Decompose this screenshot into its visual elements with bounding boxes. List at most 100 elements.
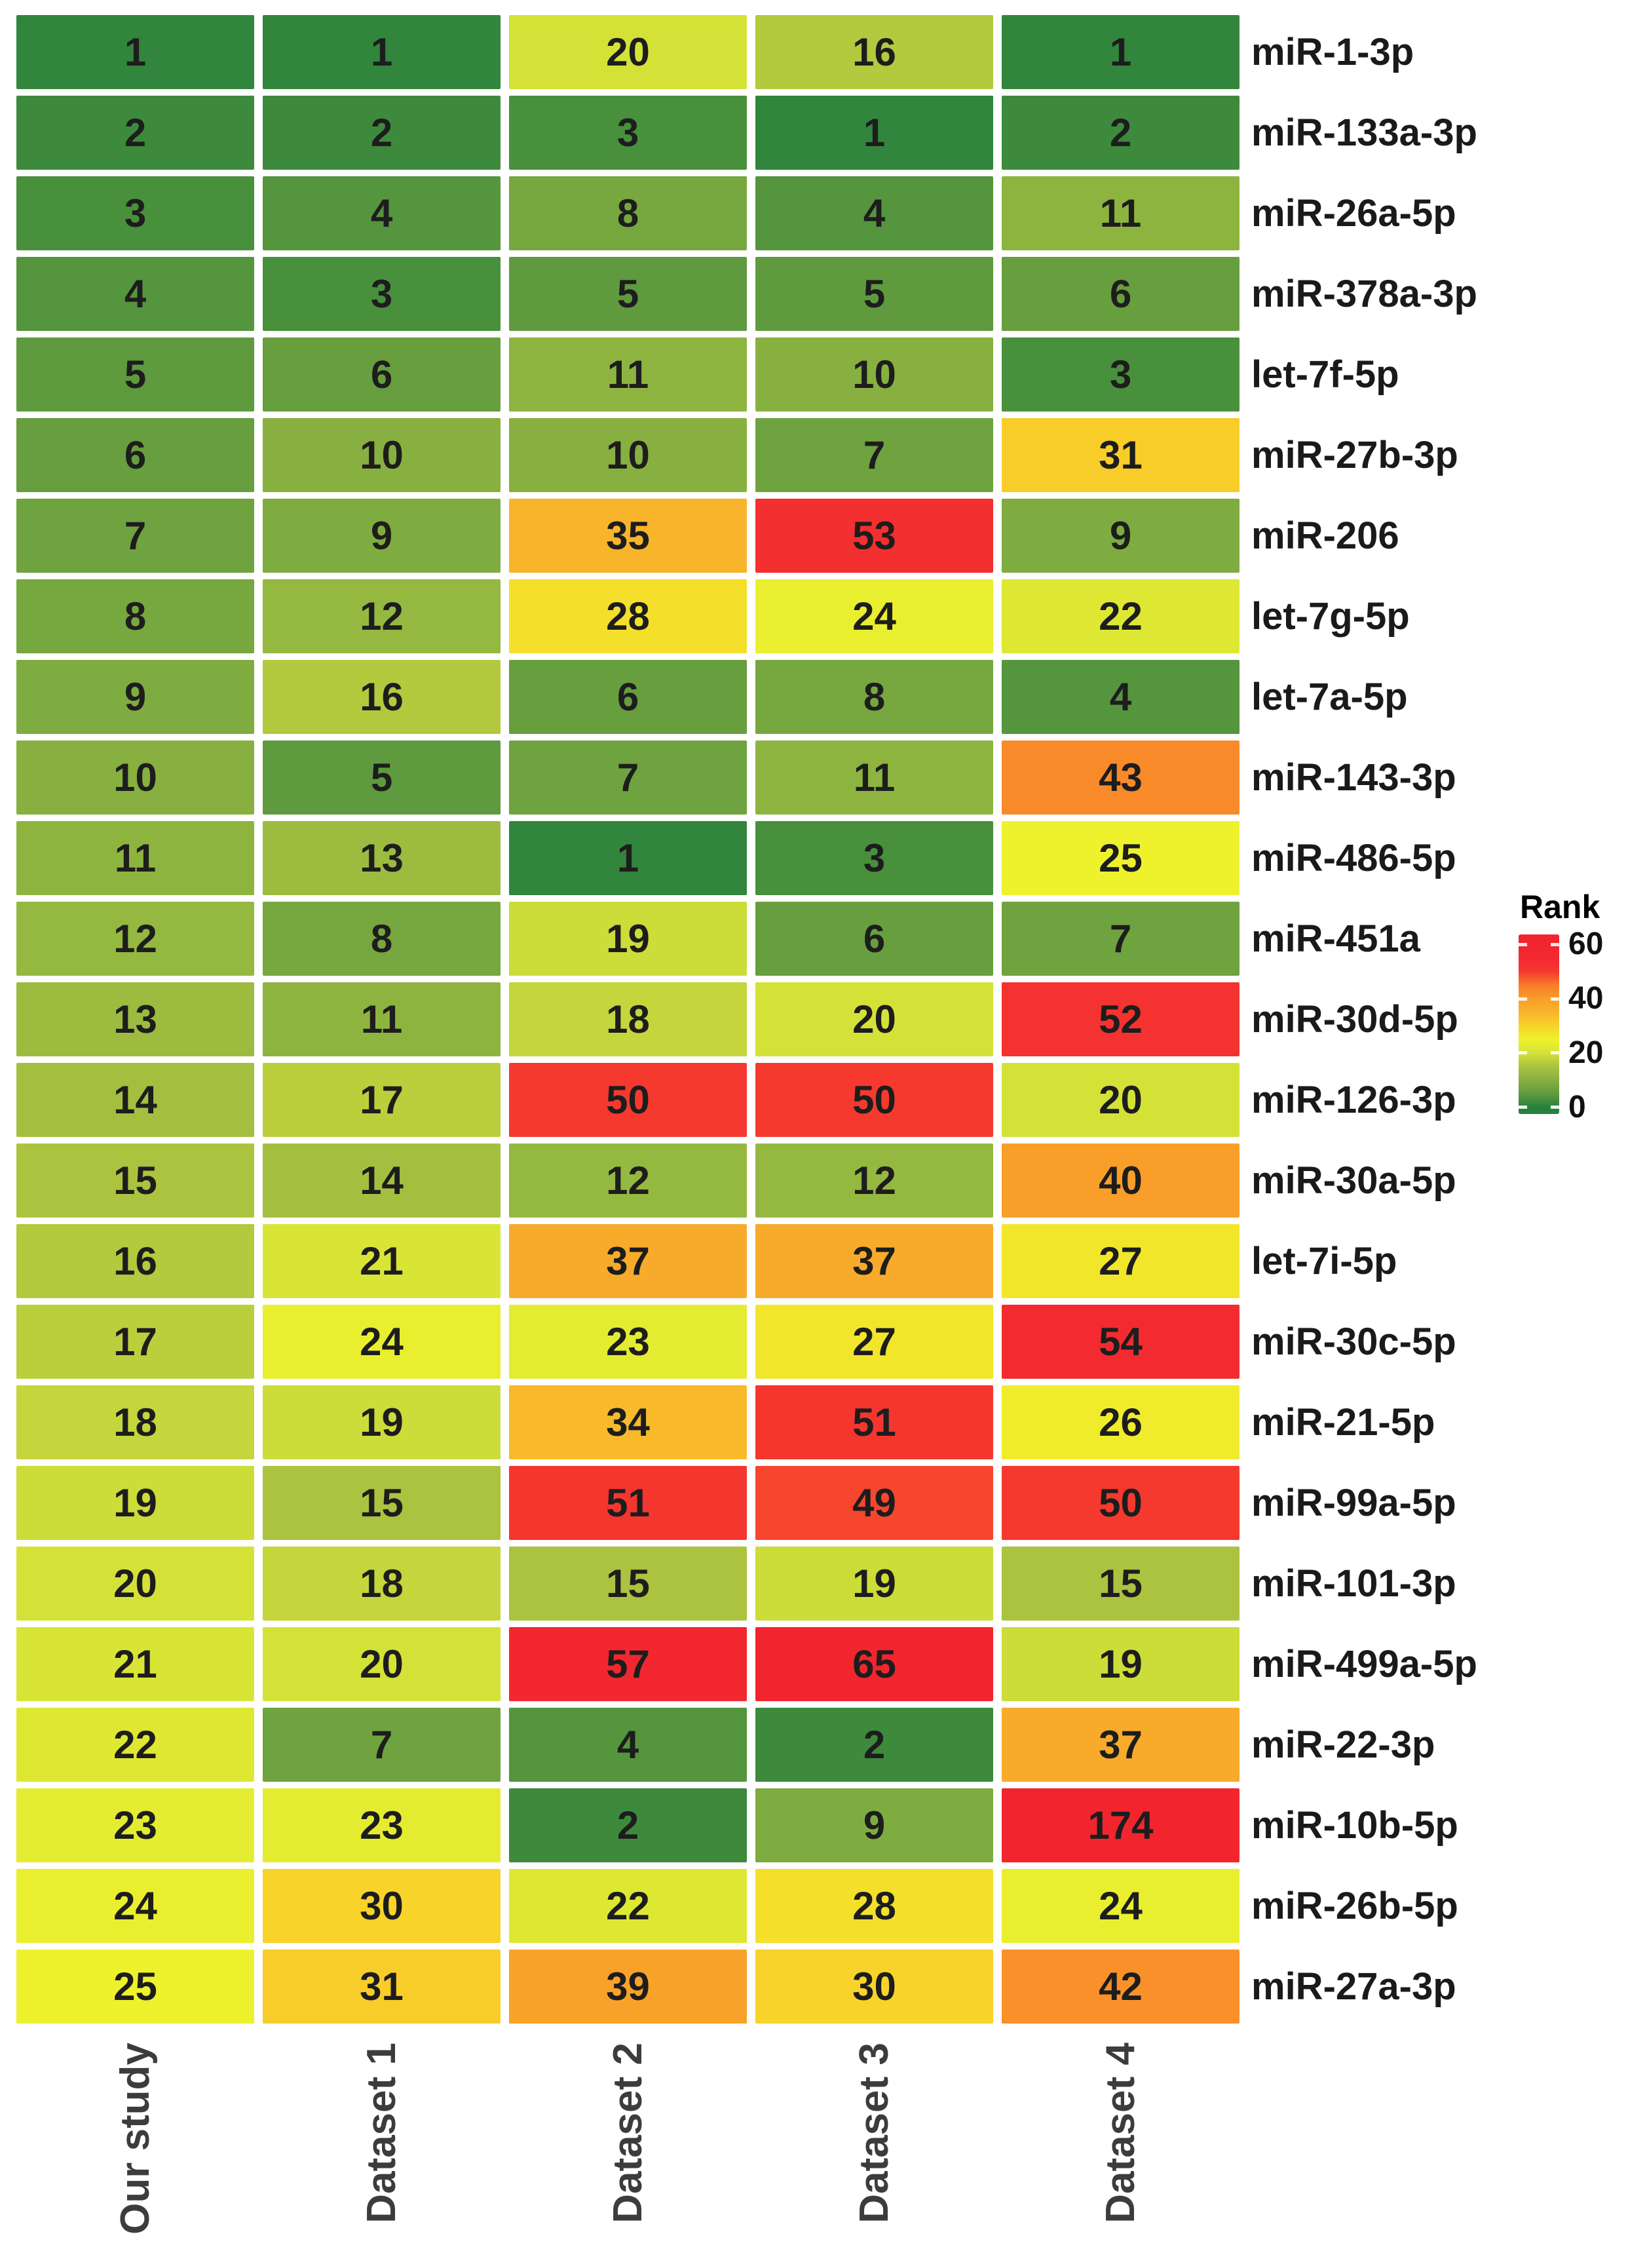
heatmap-cell: 10 bbox=[509, 418, 747, 492]
legend-tick-label: 20 bbox=[1568, 1035, 1604, 1070]
row-label: miR-133a-3p bbox=[1251, 111, 1477, 154]
heatmap-cell: 53 bbox=[755, 499, 993, 573]
heatmap-cell: 13 bbox=[16, 982, 254, 1056]
heatmap-cell: 15 bbox=[1002, 1547, 1240, 1621]
heatmap-cell: 11 bbox=[263, 982, 501, 1056]
heatmap-cell: 12 bbox=[263, 579, 501, 653]
heatmap-cell: 17 bbox=[263, 1063, 501, 1137]
heatmap-cell: 4 bbox=[755, 176, 993, 250]
row-label: miR-378a-3p bbox=[1251, 273, 1477, 315]
heatmap-grid: 1 1 20 16 1 2 2 3 1 2 3 4 8 4 11 4 3 5 5 6 5 6 11 10 3 6 10 10 7 31 7 9… bbox=[16, 15, 1240, 2024]
legend-tick-mark bbox=[1519, 1051, 1527, 1055]
heatmap-cell: 15 bbox=[509, 1547, 747, 1621]
heatmap-cell: 3 bbox=[16, 176, 254, 250]
heatmap-cell: 51 bbox=[755, 1385, 993, 1459]
heatmap-cell: 65 bbox=[755, 1627, 993, 1701]
row-label: miR-22-3p bbox=[1251, 1723, 1435, 1766]
heatmap-cell: 8 bbox=[509, 176, 747, 250]
heatmap-cell: 5 bbox=[755, 257, 993, 331]
heatmap-cell: 20 bbox=[16, 1547, 254, 1621]
heatmap-cell: 20 bbox=[755, 982, 993, 1056]
heatmap-cell: 23 bbox=[16, 1788, 254, 1862]
heatmap-cell: 19 bbox=[16, 1466, 254, 1540]
heatmap-cell: 14 bbox=[16, 1063, 254, 1137]
heatmap-cell: 30 bbox=[755, 1950, 993, 2024]
heatmap-cell: 26 bbox=[1002, 1385, 1240, 1459]
heatmap-cell: 2 bbox=[509, 1788, 747, 1862]
heatmap-cell: 9 bbox=[16, 660, 254, 734]
heatmap-cell: 6 bbox=[509, 660, 747, 734]
heatmap-cell: 37 bbox=[509, 1224, 747, 1298]
heatmap-cell: 7 bbox=[16, 499, 254, 573]
column-label: Our study bbox=[112, 2043, 158, 2235]
row-label: miR-30d-5p bbox=[1251, 998, 1458, 1041]
row-label: miR-26b-5p bbox=[1251, 1885, 1458, 1927]
heatmap-cell: 30 bbox=[263, 1869, 501, 1943]
heatmap-cell: 7 bbox=[755, 418, 993, 492]
row-label: miR-101-3p bbox=[1251, 1562, 1456, 1605]
column-label: Dataset 2 bbox=[605, 2043, 651, 2223]
heatmap-cell: 11 bbox=[509, 337, 747, 412]
legend-tick-label: 60 bbox=[1568, 927, 1604, 962]
heatmap-cell: 57 bbox=[509, 1627, 747, 1701]
heatmap-cell: 18 bbox=[509, 982, 747, 1056]
heatmap-cell: 21 bbox=[263, 1224, 501, 1298]
heatmap-cell: 7 bbox=[509, 740, 747, 815]
heatmap-cell: 8 bbox=[263, 902, 501, 976]
heatmap-cell: 5 bbox=[263, 740, 501, 815]
heatmap-cell: 28 bbox=[509, 579, 747, 653]
heatmap-cell: 17 bbox=[16, 1305, 254, 1379]
heatmap-cell: 9 bbox=[755, 1788, 993, 1862]
row-label: let-7f-5p bbox=[1251, 353, 1399, 396]
heatmap-cell: 24 bbox=[263, 1305, 501, 1379]
heatmap-cell: 19 bbox=[509, 902, 747, 976]
heatmap-cell: 8 bbox=[16, 579, 254, 653]
column-label: Dataset 1 bbox=[358, 2043, 404, 2223]
heatmap-cell: 19 bbox=[263, 1385, 501, 1459]
legend: Rank 60 40 20 0 bbox=[1519, 890, 1627, 1165]
heatmap-cell: 21 bbox=[16, 1627, 254, 1701]
legend-tick-label: 40 bbox=[1568, 981, 1604, 1016]
heatmap-cell: 24 bbox=[755, 579, 993, 653]
heatmap-cell: 25 bbox=[1002, 821, 1240, 895]
heatmap-cell: 6 bbox=[16, 418, 254, 492]
heatmap-cell: 40 bbox=[1002, 1144, 1240, 1218]
legend-tick-mark bbox=[1519, 1105, 1527, 1109]
heatmap-cell: 10 bbox=[263, 418, 501, 492]
row-label: miR-1-3p bbox=[1251, 31, 1414, 73]
heatmap-cell: 52 bbox=[1002, 982, 1240, 1056]
row-label: miR-26a-5p bbox=[1251, 192, 1456, 235]
heatmap-cell: 174 bbox=[1002, 1788, 1240, 1862]
heatmap-cell: 39 bbox=[509, 1950, 747, 2024]
legend-tick-mark bbox=[1551, 1105, 1559, 1109]
row-label: miR-99a-5p bbox=[1251, 1482, 1456, 1524]
row-label: miR-27b-3p bbox=[1251, 434, 1458, 476]
heatmap-cell: 6 bbox=[755, 902, 993, 976]
heatmap-cell: 13 bbox=[263, 821, 501, 895]
heatmap-cell: 1 bbox=[509, 821, 747, 895]
heatmap-cell: 37 bbox=[755, 1224, 993, 1298]
heatmap-cell: 2 bbox=[263, 96, 501, 170]
row-label: miR-126-3p bbox=[1251, 1079, 1456, 1121]
legend-title: Rank bbox=[1520, 889, 1600, 925]
row-label: miR-451a bbox=[1251, 917, 1420, 960]
heatmap-cell: 51 bbox=[509, 1466, 747, 1540]
heatmap-cell: 35 bbox=[509, 499, 747, 573]
row-label: miR-10b-5p bbox=[1251, 1804, 1458, 1847]
heatmap-cell: 4 bbox=[263, 176, 501, 250]
column-label: Dataset 4 bbox=[1097, 2043, 1143, 2223]
heatmap-cell: 1 bbox=[16, 15, 254, 89]
legend-tick-mark bbox=[1551, 942, 1559, 946]
legend-tick-mark bbox=[1551, 997, 1559, 1001]
column-label: Dataset 3 bbox=[851, 2043, 897, 2223]
heatmap-cell: 5 bbox=[509, 257, 747, 331]
heatmap-cell: 3 bbox=[509, 96, 747, 170]
legend-gradient-bar bbox=[1519, 934, 1559, 1114]
heatmap-cell: 9 bbox=[1002, 499, 1240, 573]
heatmap-cell: 1 bbox=[1002, 15, 1240, 89]
heatmap-cell: 43 bbox=[1002, 740, 1240, 815]
heatmap-cell: 19 bbox=[1002, 1627, 1240, 1701]
heatmap-cell: 4 bbox=[16, 257, 254, 331]
heatmap-cell: 23 bbox=[263, 1788, 501, 1862]
